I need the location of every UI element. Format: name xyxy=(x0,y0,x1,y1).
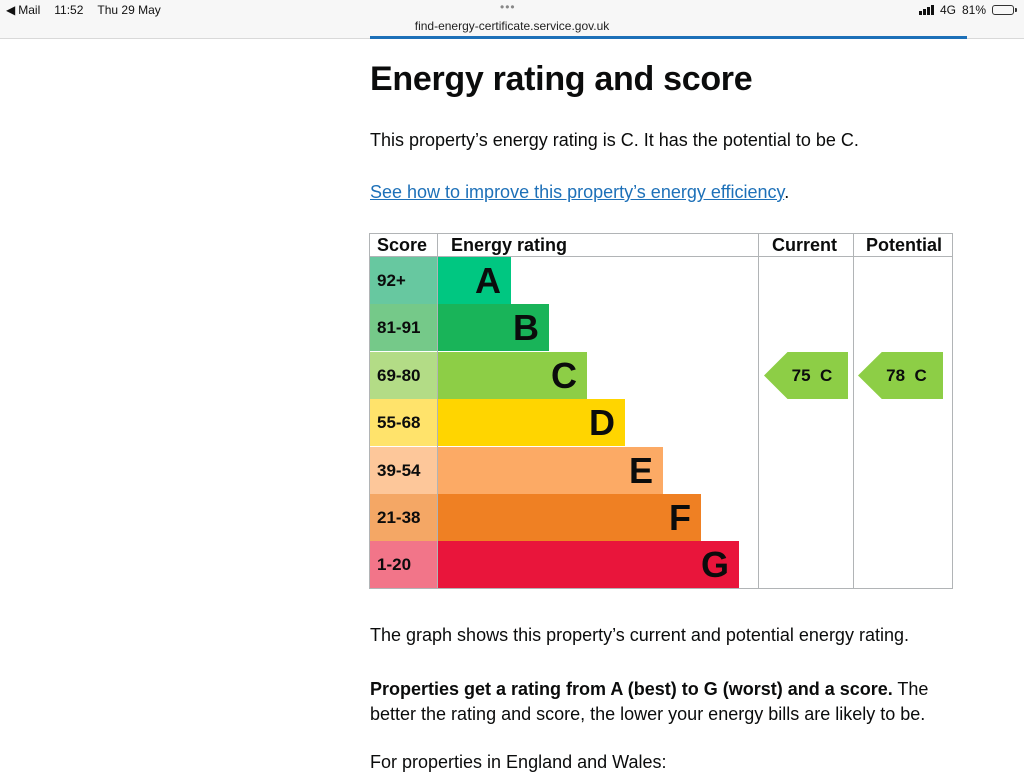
band-score-d: 55-68 xyxy=(370,399,437,446)
graph-explanation: The graph shows this property’s current … xyxy=(370,625,909,645)
band-score-b: 81-91 xyxy=(370,304,437,351)
back-to-mail-button[interactable]: ◀ Mail xyxy=(6,3,40,17)
header-potential: Potential xyxy=(866,235,943,255)
band-score-f: 21-38 xyxy=(370,494,437,541)
potential-rating-arrow: 78 C xyxy=(858,352,943,399)
band-bar-c: C xyxy=(438,352,587,399)
back-app-label: Mail xyxy=(18,3,41,17)
current-value: 75 xyxy=(791,366,811,385)
battery-percent: 81% xyxy=(961,3,986,17)
band-letter-g: G xyxy=(700,544,729,585)
england-wales-intro: For properties in England and Wales: xyxy=(370,752,667,772)
band-bar-b: B xyxy=(438,304,549,351)
address-url[interactable]: find-energy-certificate.service.gov.uk xyxy=(414,19,610,33)
band-letter-f: F xyxy=(669,497,691,538)
status-time: 11:52 xyxy=(54,3,84,17)
rating-intro: This property’s energy rating is C. It h… xyxy=(370,130,859,150)
ios-status-bar: ◀ Mail 11:52 Thu 29 May ••• find-energy-… xyxy=(0,0,1024,39)
band-bar-g: G xyxy=(438,541,739,588)
improve-paragraph: See how to improve this property’s energ… xyxy=(370,182,789,203)
potential-letter: C xyxy=(914,366,927,385)
rating-explanation-rest: The better the rating and score, the low… xyxy=(370,679,929,724)
battery-icon xyxy=(992,5,1017,15)
rating-column-divider xyxy=(758,233,759,589)
link-suffix: . xyxy=(784,182,790,202)
band-bar-e: E xyxy=(438,447,663,494)
chart-frame xyxy=(369,233,953,589)
band-score-e: 39-54 xyxy=(370,447,437,494)
improve-efficiency-link[interactable]: See how to improve this property’s energ… xyxy=(370,182,785,202)
multitasking-dots-icon[interactable]: ••• xyxy=(500,0,516,14)
band-letter-b: B xyxy=(513,307,539,348)
status-date: Thu 29 May xyxy=(97,3,161,17)
band-score-c: 69-80 xyxy=(370,352,437,399)
potential-rating-label: 78 C xyxy=(858,352,943,399)
network-type: 4G xyxy=(939,3,956,17)
score-column-divider xyxy=(437,233,438,589)
band-bar-f: F xyxy=(438,494,701,541)
band-bar-d: D xyxy=(438,399,625,446)
back-triangle-icon: ◀ xyxy=(6,3,16,17)
band-score-g: 1-20 xyxy=(370,541,437,588)
band-letter-e: E xyxy=(628,450,653,491)
header-accent-line xyxy=(370,36,967,39)
header-score: Score xyxy=(377,235,428,255)
header-current: Current xyxy=(772,235,838,255)
energy-rating-chart: Score Energy rating Current Potential 92… xyxy=(369,233,953,589)
potential-value: 78 xyxy=(886,366,906,385)
band-letter-d: D xyxy=(589,402,615,443)
current-rating-arrow: 75 C xyxy=(764,352,848,399)
header-energy-rating: Energy rating xyxy=(451,235,568,255)
chart-header-divider xyxy=(369,256,953,257)
band-score-a: 92+ xyxy=(370,257,437,304)
band-letter-c: C xyxy=(551,355,577,396)
page-title: Energy rating and score xyxy=(370,60,753,98)
signal-strength-icon xyxy=(918,5,934,15)
current-column-divider xyxy=(853,233,854,589)
current-rating-label: 75 C xyxy=(764,352,848,399)
rating-explanation: Properties get a rating from A (best) to… xyxy=(370,677,960,727)
current-letter: C xyxy=(820,366,833,385)
band-bar-a: A xyxy=(438,257,511,304)
rating-explanation-bold: Properties get a rating from A (best) to… xyxy=(370,679,893,699)
band-letter-a: A xyxy=(475,260,501,301)
